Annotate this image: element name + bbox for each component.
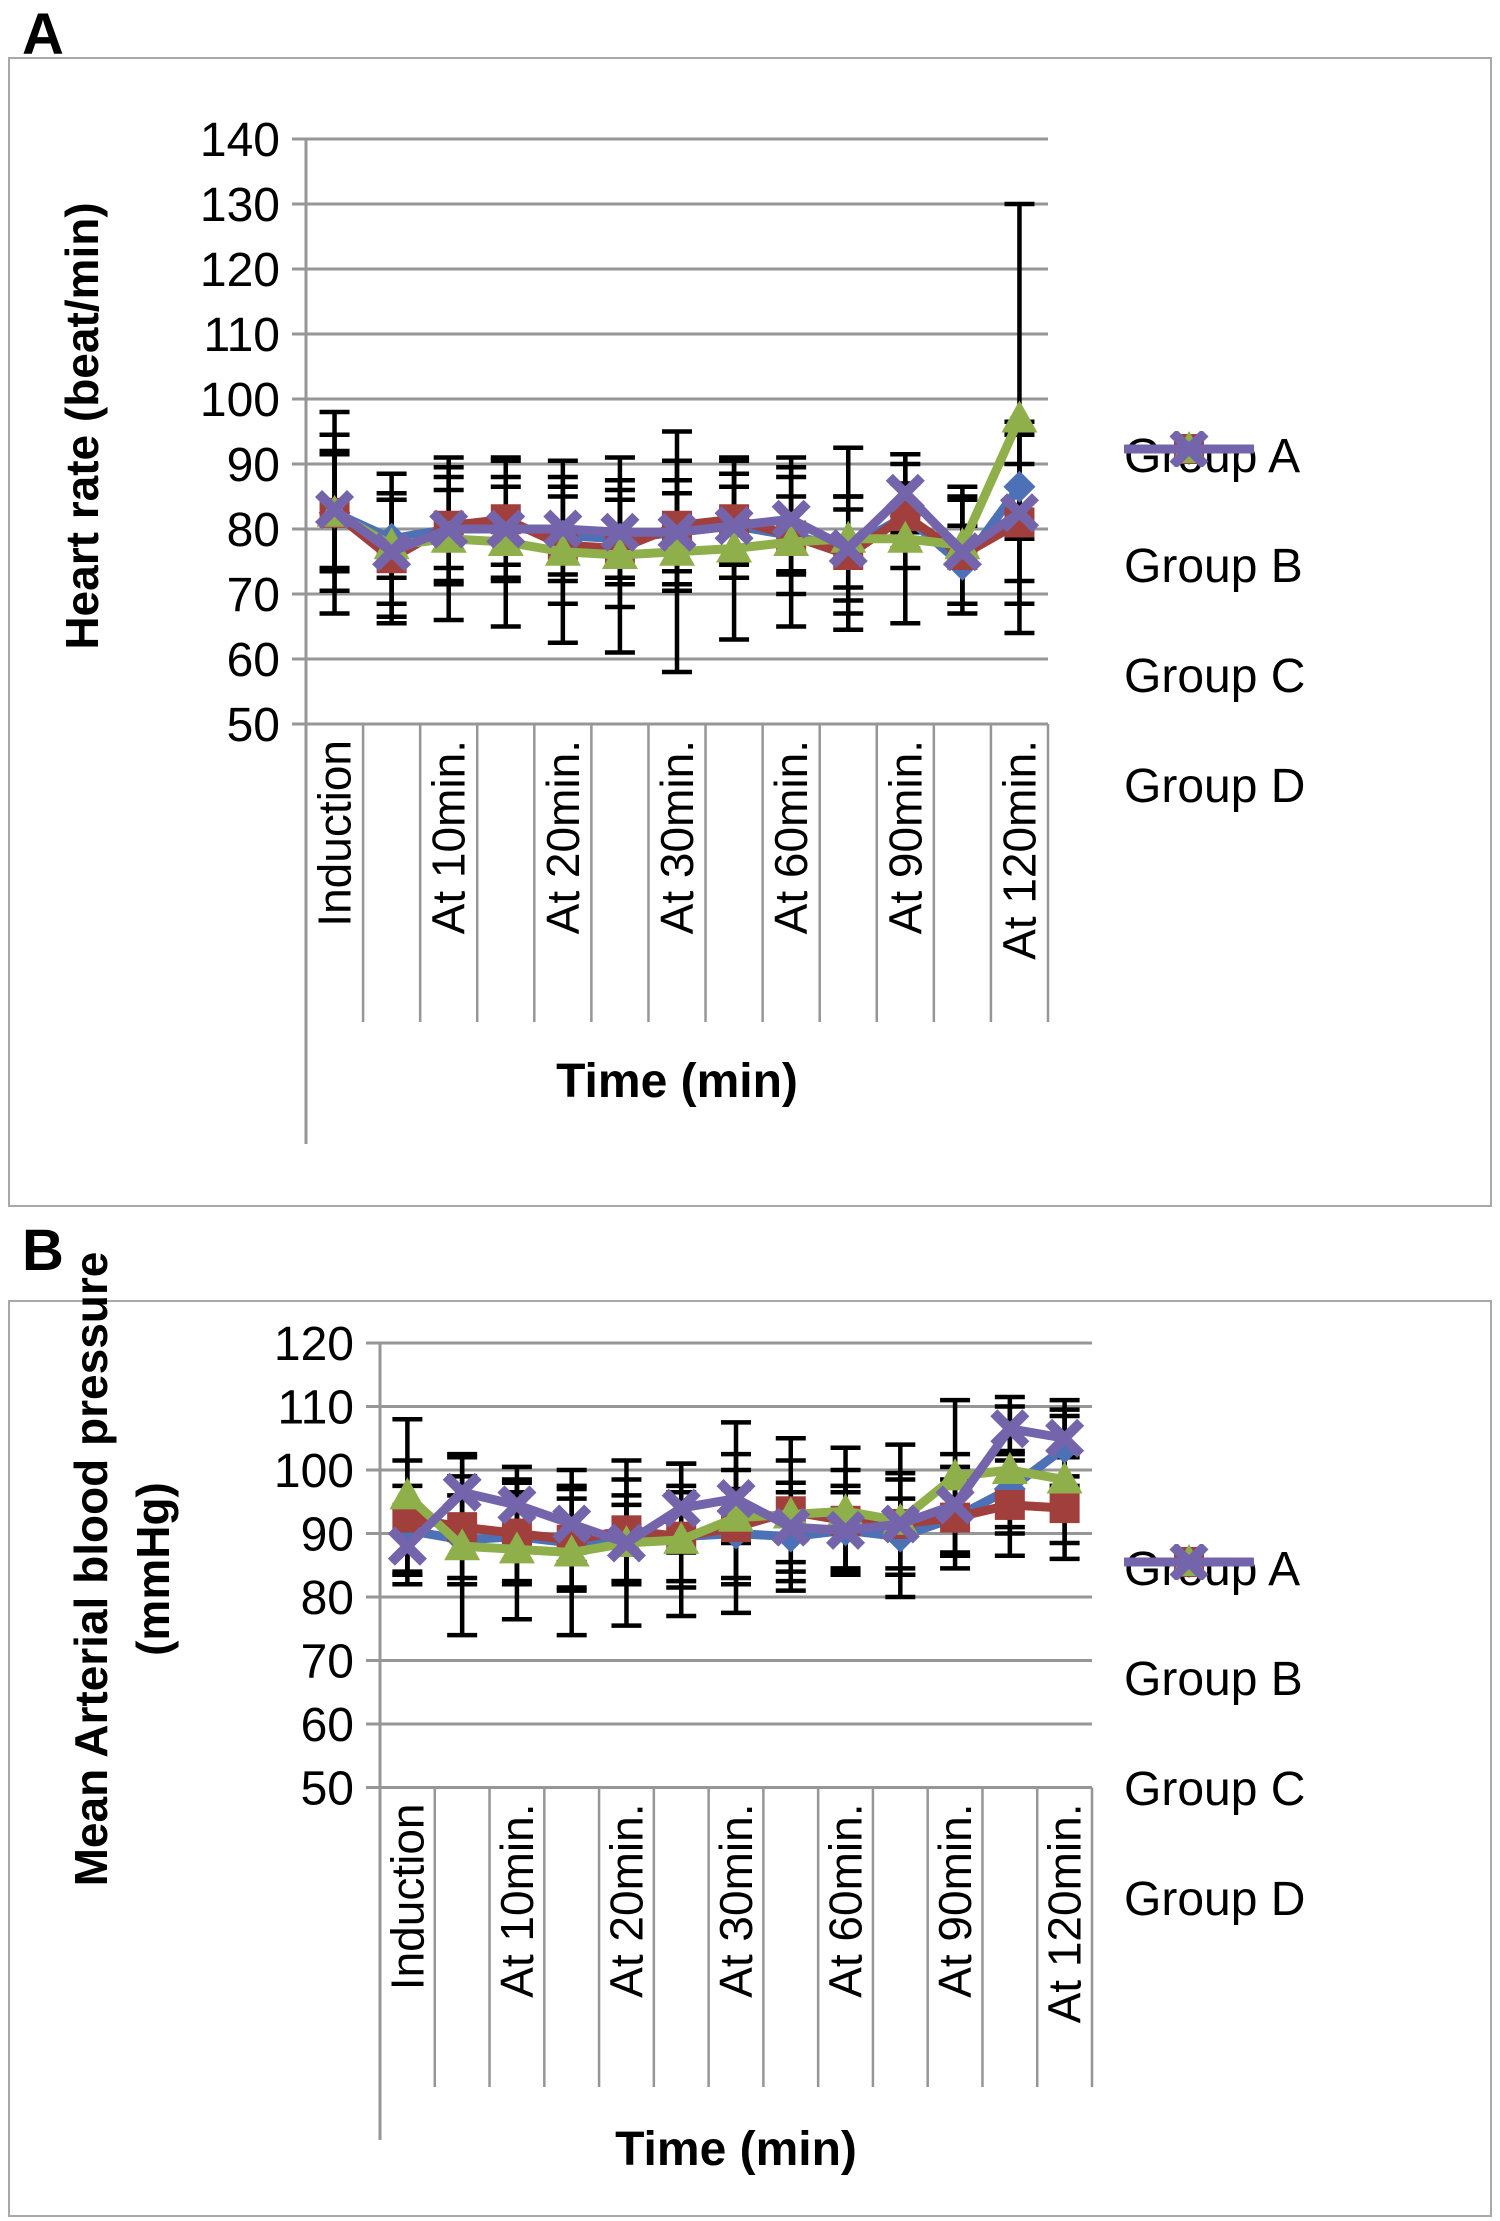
legend-item-group-d: Group D (1124, 431, 1306, 813)
legend-label: Group D (1124, 1872, 1306, 1926)
group-d-x-icon (1124, 431, 1254, 467)
y-axis-title-line1: Mean Arterial blood pressure (65, 1251, 117, 1887)
heart-rate-x-axis-title: Time (min) (556, 1055, 798, 1108)
svg-text:At 90min.: At 90min. (879, 740, 931, 934)
legend-label: Group D (1124, 759, 1306, 813)
heart-rate-y-axis-title: Heart rate (beat/min) (55, 76, 109, 776)
svg-text:At 60min.: At 60min. (765, 740, 817, 934)
series-group-d (315, 473, 1039, 572)
heart-rate-legend: Group A Group B Group C Group D (1124, 429, 1306, 813)
legend-label: Group B (1124, 539, 1303, 593)
legend-label: Group C (1124, 649, 1306, 703)
heart-rate-chart: 50 60 70 80 90 100 110 120 130 140 Induction At 10m… (200, 114, 1050, 1144)
heart-rate-chart-panel: 50 60 70 80 90 100 110 120 130 140 Induction At 10m… (8, 57, 1492, 1207)
blood-pressure-chart: 50 60 70 80 90 100 110 120 Induction At 10min. At … (274, 1318, 1094, 2140)
series-lines (315, 400, 1039, 581)
svg-text:110: 110 (277, 1382, 354, 1435)
axis-labels: 50 60 70 80 90 100 110 120 130 140 Induction At 10m… (200, 114, 1046, 960)
svg-text:50: 50 (227, 699, 280, 752)
svg-text:100: 100 (200, 374, 280, 427)
svg-text:140: 140 (200, 114, 280, 167)
svg-text:50: 50 (301, 1763, 354, 1816)
svg-text:At 90min.: At 90min. (929, 1804, 981, 1998)
svg-text:100: 100 (274, 1445, 354, 1498)
svg-text:At 10min.: At 10min. (491, 1804, 543, 1998)
y-axis-title-text: Heart rate (beat/min) (56, 202, 108, 650)
svg-text:80: 80 (227, 504, 280, 557)
svg-text:At 10min.: At 10min. (423, 740, 475, 934)
svg-text:90: 90 (301, 1509, 354, 1562)
legend-label: Group B (1124, 1652, 1303, 1706)
svg-text:90: 90 (227, 439, 280, 492)
legend-item-group-d: Group D (1124, 1544, 1306, 1926)
svg-text:110: 110 (203, 309, 280, 362)
legend-label: Group A (1124, 429, 1301, 483)
svg-text:Induction: Induction (381, 1804, 433, 1991)
svg-text:70: 70 (301, 1636, 354, 1689)
svg-text:130: 130 (200, 179, 280, 232)
axis-labels: 50 60 70 80 90 100 110 120 Induction At 10min. At … (274, 1318, 1091, 2023)
legend-item-group-b: Group B (1124, 434, 1305, 593)
blood-pressure-y-axis-title: Mean Arterial blood pressure (mmHg) (60, 1069, 184, 2069)
legend-item-group-c: Group C (1124, 1544, 1306, 1816)
y-axis-title-line2: (mmHg) (127, 1482, 179, 1656)
axes (292, 137, 1050, 1144)
svg-text:80: 80 (301, 1572, 354, 1625)
svg-text:60: 60 (301, 1699, 354, 1752)
svg-text:At 20min.: At 20min. (600, 1804, 652, 1998)
svg-text:120: 120 (274, 1318, 354, 1371)
svg-text:60: 60 (227, 634, 280, 687)
series-lines (387, 1409, 1085, 1567)
axes (366, 1341, 1094, 2140)
blood-pressure-x-axis-title: Time (min) (615, 2123, 857, 2176)
legend-item-group-c: Group C (1124, 431, 1306, 703)
panel-b-label: B (22, 1218, 64, 1283)
svg-text:At 30min.: At 30min. (710, 1804, 762, 1998)
svg-text:At 120min.: At 120min. (993, 740, 1045, 960)
svg-text:70: 70 (227, 569, 280, 622)
blood-pressure-chart-panel: 50 60 70 80 90 100 110 120 Induction At 10min. At … (8, 1252, 1492, 2217)
svg-text:At 30min.: At 30min. (651, 740, 703, 934)
svg-text:Induction: Induction (309, 740, 361, 927)
group-d-x-icon (1124, 1544, 1254, 1580)
series-group-d (387, 1409, 1085, 1566)
svg-text:At 60min.: At 60min. (820, 1804, 872, 1998)
legend-item-group-b: Group B (1124, 1547, 1305, 1706)
svg-text:At 20min.: At 20min. (537, 740, 589, 934)
svg-text:At 120min.: At 120min. (1039, 1804, 1091, 2024)
error-bars (319, 201, 1035, 675)
blood-pressure-legend: Group A Group B Group C Group D (1124, 1542, 1306, 1926)
panel-a-label: A (22, 2, 64, 67)
svg-text:120: 120 (200, 244, 280, 297)
legend-label: Group C (1124, 1762, 1306, 1816)
legend-label: Group A (1124, 1542, 1301, 1596)
